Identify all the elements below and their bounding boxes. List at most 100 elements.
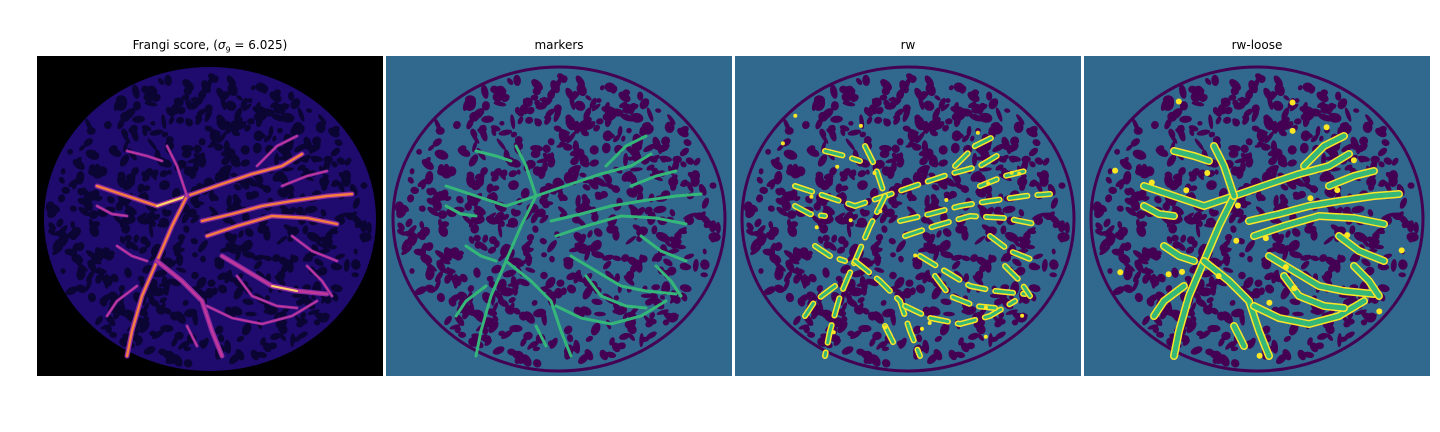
blob (1274, 83, 1285, 97)
blob (1310, 134, 1319, 143)
blob (591, 103, 601, 112)
blob (1194, 92, 1207, 102)
blob (1124, 197, 1134, 205)
blob (525, 267, 536, 273)
blob (317, 248, 331, 254)
blob (905, 142, 917, 148)
blob (585, 95, 592, 101)
blob (296, 298, 305, 306)
blob (890, 200, 903, 206)
blob (1202, 305, 1213, 315)
speck (913, 253, 918, 258)
blob (498, 251, 508, 262)
blob (776, 206, 788, 217)
frangi-score-image (37, 56, 383, 376)
blob (72, 159, 85, 170)
blob (758, 268, 764, 274)
blob (182, 79, 194, 91)
blob (253, 254, 265, 261)
blob (1280, 184, 1289, 191)
blob (304, 205, 318, 214)
blob (888, 214, 898, 224)
blob (927, 155, 939, 167)
vessel (549, 192, 703, 223)
blob (123, 140, 129, 152)
blob (700, 259, 710, 270)
blob (420, 253, 433, 265)
blob (152, 329, 164, 340)
blob (406, 232, 418, 247)
blob (1230, 166, 1241, 176)
blob (140, 236, 149, 245)
blob (1407, 182, 1415, 189)
blob (458, 331, 467, 338)
blob (516, 278, 530, 287)
blob (1012, 237, 1020, 247)
blob (940, 251, 954, 259)
blob (181, 149, 192, 159)
blob (1332, 259, 1341, 273)
blob (1195, 223, 1201, 238)
blob (621, 171, 634, 182)
blob (1015, 266, 1026, 276)
blob (594, 191, 602, 199)
blob (89, 221, 101, 229)
blob (348, 211, 357, 221)
blob (930, 194, 938, 202)
blob (396, 206, 407, 219)
blob (486, 308, 498, 317)
blob (468, 154, 479, 167)
blob (97, 266, 105, 281)
blob (1276, 353, 1287, 365)
blob (1168, 224, 1178, 234)
blob (480, 167, 488, 176)
blob (643, 315, 653, 326)
blob (1330, 224, 1341, 232)
blob (622, 312, 629, 320)
blob (569, 95, 576, 111)
blob (1289, 251, 1303, 259)
blob (90, 258, 102, 265)
markers-svg (386, 56, 732, 376)
blob (637, 91, 644, 101)
blob (491, 191, 498, 201)
blob (1123, 242, 1132, 252)
vessel-highlight (271, 285, 298, 292)
blob (651, 284, 661, 291)
blob (242, 103, 252, 112)
blob (168, 116, 175, 125)
blob (1125, 206, 1137, 217)
blob (491, 185, 500, 192)
blob (147, 138, 157, 151)
blob (458, 250, 464, 256)
vessel (793, 204, 827, 218)
blob (428, 144, 435, 151)
blob (281, 206, 288, 213)
blob (421, 159, 434, 170)
blob (409, 168, 415, 175)
blob (436, 197, 444, 202)
blob (685, 157, 695, 165)
blob (583, 116, 592, 124)
blob (1255, 193, 1266, 201)
blob (1308, 85, 1316, 94)
blob (545, 108, 555, 117)
blob (604, 101, 610, 114)
blob (971, 89, 980, 96)
vessel-highlight (156, 195, 188, 207)
blob (575, 194, 581, 207)
blob (745, 206, 756, 219)
blob (998, 312, 1005, 319)
speck (1020, 313, 1025, 318)
blob (763, 286, 776, 296)
blob (274, 153, 280, 167)
blob (1303, 182, 1313, 190)
vessel (514, 144, 538, 198)
blob (881, 359, 891, 368)
blob (517, 116, 524, 125)
blob (1112, 286, 1125, 296)
vessel-core (291, 235, 338, 262)
blob (777, 144, 784, 151)
blob (578, 202, 590, 211)
blob (933, 249, 940, 261)
